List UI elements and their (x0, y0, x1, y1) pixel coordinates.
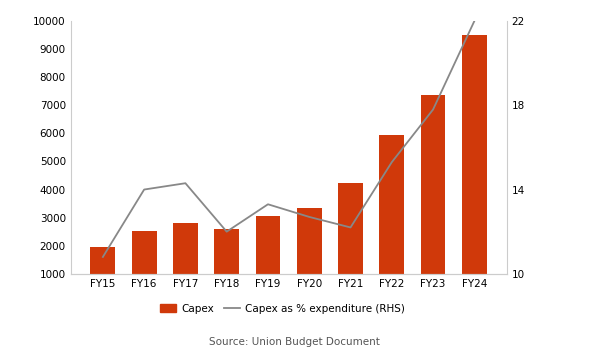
Bar (173, 223, 198, 302)
Bar (91, 247, 115, 302)
Bar (214, 229, 239, 302)
Bar (379, 135, 404, 302)
Bar (256, 216, 280, 302)
Legend: Capex, Capex as % expenditure (RHS): Capex, Capex as % expenditure (RHS) (156, 299, 409, 318)
Bar (132, 231, 157, 302)
Bar (338, 183, 363, 302)
Bar (297, 208, 322, 302)
Text: Source: Union Budget Document: Source: Union Budget Document (209, 338, 380, 347)
Bar (421, 95, 445, 302)
Bar (462, 35, 487, 302)
